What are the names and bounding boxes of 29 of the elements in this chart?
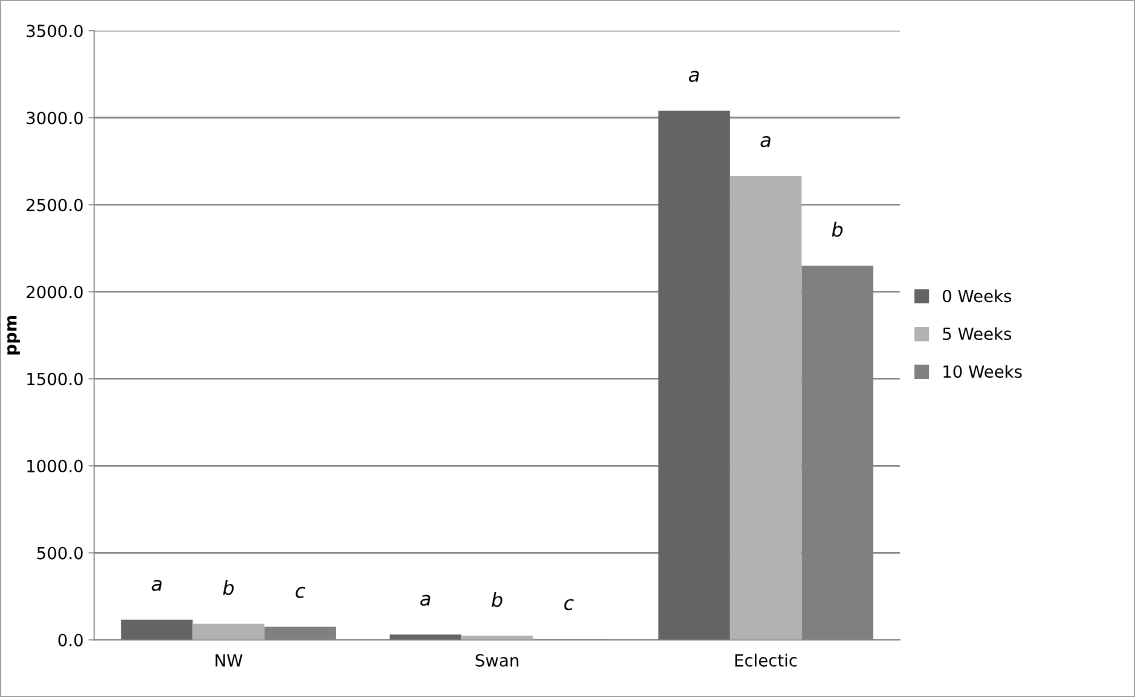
y-tick-label: 1500.0 bbox=[27, 372, 83, 386]
data-label: c bbox=[295, 586, 306, 599]
y-tick-label: 2500.0 bbox=[26, 198, 83, 212]
y-tick-label: 500.0 bbox=[37, 546, 83, 560]
bar bbox=[658, 110, 730, 640]
y-axis-title: ppm bbox=[7, 315, 20, 355]
bar bbox=[192, 623, 265, 640]
y-tick-label: 2000.0 bbox=[26, 285, 83, 299]
legend-label: 0 Weeks bbox=[942, 289, 1012, 303]
data-label: a bbox=[420, 594, 431, 606]
y-tick-label: 0.0 bbox=[58, 633, 83, 647]
bar bbox=[121, 619, 193, 640]
data-label: a bbox=[688, 70, 699, 82]
data-label: b bbox=[223, 580, 234, 596]
y-tick-label: 3500.0 bbox=[26, 24, 83, 38]
data-label: b bbox=[831, 221, 843, 237]
y-tick-label: 3000.0 bbox=[26, 111, 83, 125]
x-tick-label: Eclectic bbox=[735, 653, 797, 667]
data-label: b bbox=[491, 592, 503, 608]
data-label: a bbox=[760, 136, 771, 148]
x-tick-label: Swan bbox=[475, 654, 519, 667]
data-label: c bbox=[564, 599, 574, 611]
legend-label: 5 Weeks bbox=[943, 327, 1012, 341]
y-tick-label: 1000.0 bbox=[27, 459, 83, 473]
bar bbox=[729, 176, 802, 640]
data-label: a bbox=[151, 579, 162, 592]
legend-label: 10 Weeks bbox=[943, 364, 1022, 378]
bar bbox=[264, 626, 336, 640]
x-tick-label: NW bbox=[215, 654, 243, 667]
